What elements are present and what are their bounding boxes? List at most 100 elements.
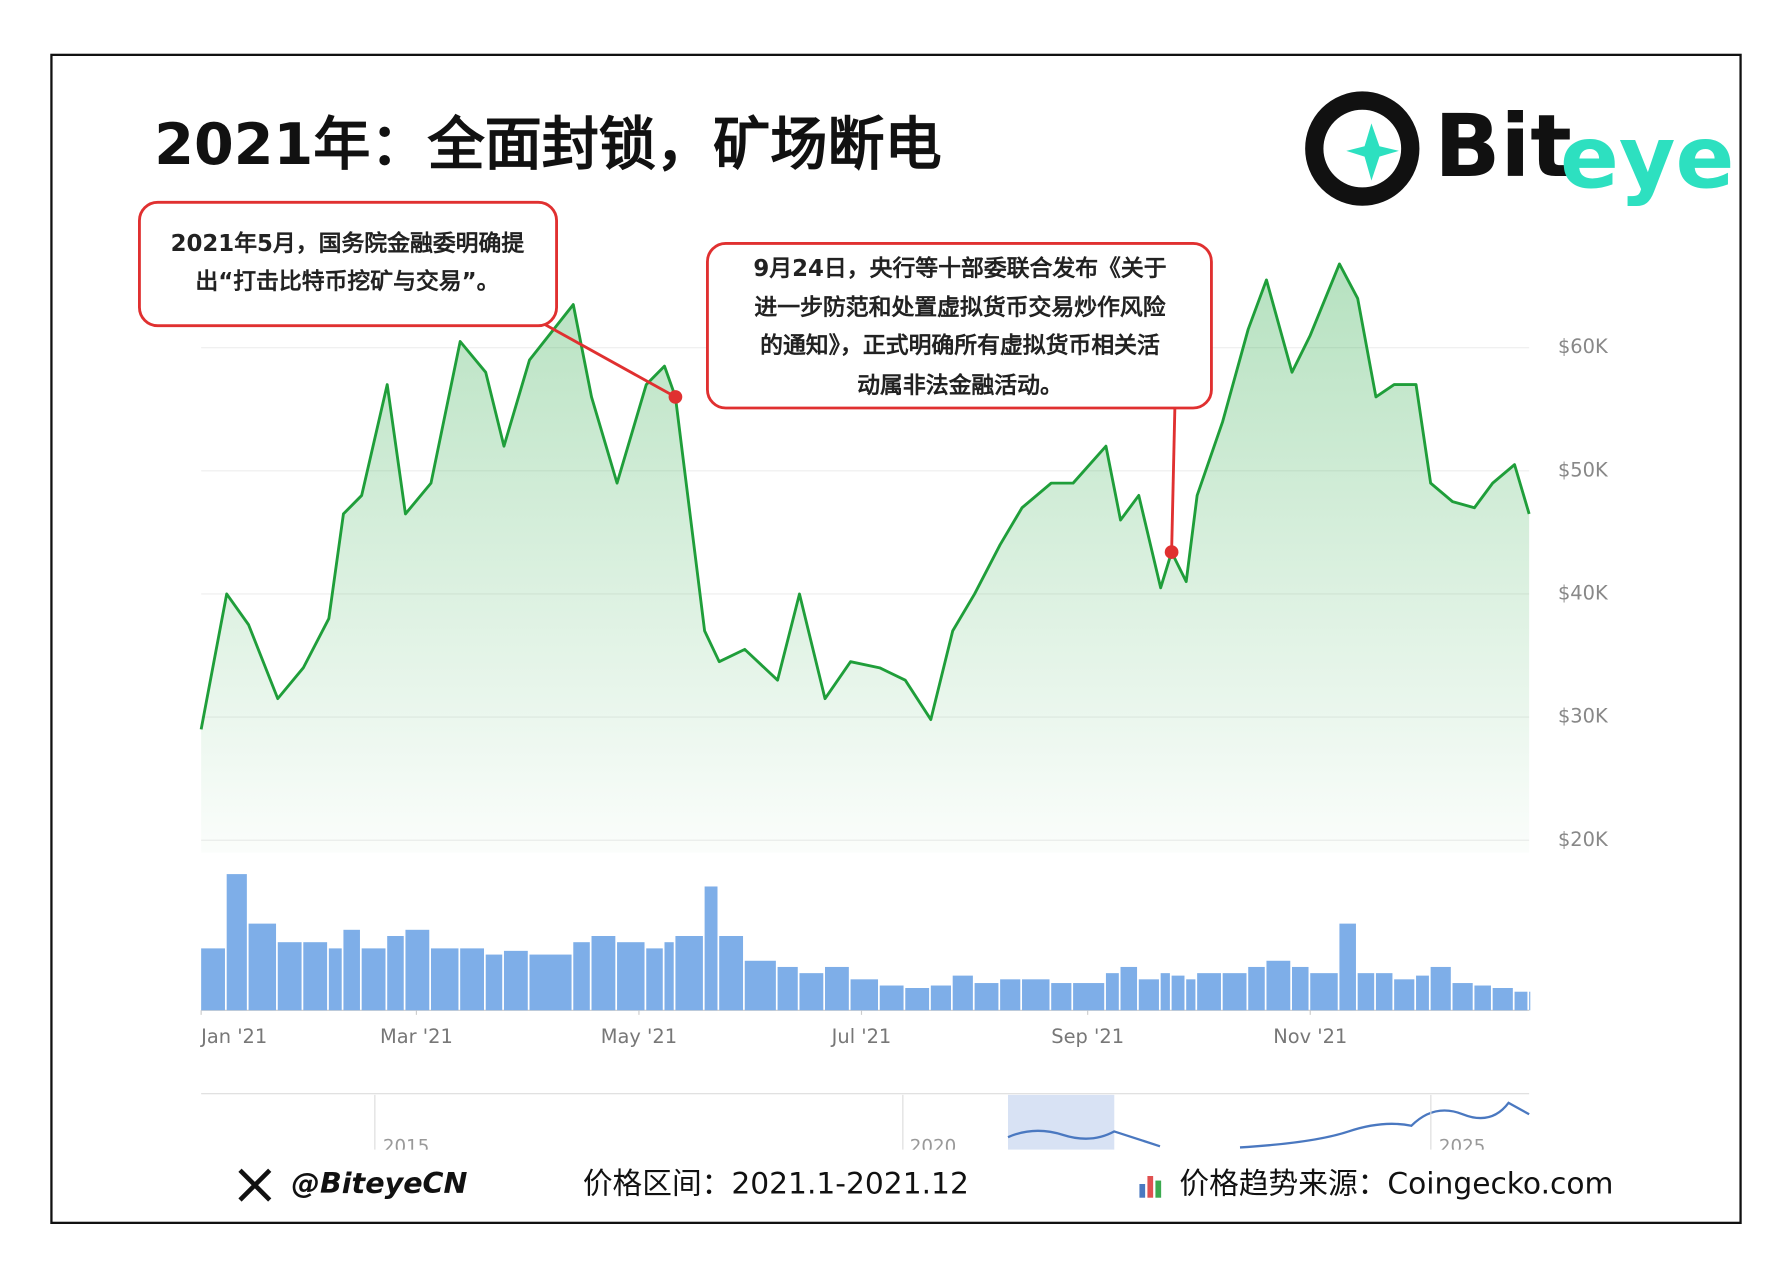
- volume-bar: [744, 960, 776, 1011]
- volume-bar: [664, 942, 674, 1011]
- y-tick-label: $30K: [1558, 705, 1609, 728]
- volume-bar: [1492, 988, 1513, 1011]
- callout-text: 进一步防范和处置虚拟货币交易炒作风险: [754, 294, 1165, 321]
- volume-bar: [1394, 979, 1415, 1011]
- volume-bar: [1197, 973, 1221, 1011]
- volume-bar: [1105, 973, 1119, 1011]
- volume-bar: [460, 948, 484, 1011]
- volume-bar: [1357, 973, 1375, 1011]
- volume-bar: [201, 948, 225, 1011]
- volume-bar: [1022, 979, 1050, 1011]
- volume-bar: [974, 983, 999, 1011]
- volume-bar: [1375, 973, 1393, 1011]
- y-tick-label: $40K: [1558, 581, 1609, 604]
- volume-bar: [879, 985, 904, 1011]
- volume-bar: [646, 948, 663, 1011]
- footer-handle: @BiteyeCN: [291, 1166, 467, 1200]
- volume-bar: [1160, 973, 1170, 1011]
- volume-bar: [529, 954, 572, 1011]
- footer-source: 价格趋势来源：Coingecko.com: [1179, 1167, 1613, 1202]
- volume-bar: [1051, 983, 1072, 1011]
- volume-bar: [248, 923, 277, 1011]
- footer: @BiteyeCN 价格区间：2021.1-2021.12 价格趋势来源：Coi…: [238, 1166, 1613, 1202]
- price-line: [199, 262, 1531, 730]
- navigator: 2015 2020 2025: [201, 1093, 1530, 1166]
- volume-bar: [328, 948, 342, 1011]
- callout-text: 2021年5月，国务院金融委明确提: [171, 230, 525, 257]
- volume-bar: [1529, 991, 1531, 1011]
- volume-bar: [1171, 975, 1185, 1011]
- x-tick-label: Sep '21: [1051, 1025, 1124, 1048]
- callout-box: [138, 200, 558, 328]
- callout-marker: [1164, 545, 1179, 559]
- volume-bar: [1138, 979, 1159, 1011]
- callout-connector: [1170, 407, 1177, 553]
- volume-bar: [343, 929, 360, 1011]
- title: 2021年：全面封锁，矿场断电: [154, 112, 941, 178]
- y-tick-label: $20K: [1558, 828, 1609, 851]
- chart-icon: [1147, 1176, 1154, 1198]
- callout-marker: [668, 390, 683, 404]
- callout-text: 动属非法金融活动。: [857, 372, 1063, 399]
- logo: Bit eye: [1305, 91, 1734, 208]
- volume-bar: [1474, 985, 1491, 1011]
- volume-bar: [1514, 991, 1528, 1011]
- volume-bar: [1430, 966, 1451, 1011]
- x-tick-label: Nov '21: [1273, 1025, 1347, 1048]
- chart-icon: [1155, 1180, 1162, 1198]
- chart-icon: [1139, 1184, 1146, 1198]
- volume-bar: [430, 948, 459, 1011]
- x-tick-label: Jul '21: [831, 1025, 892, 1048]
- callout-box: [706, 242, 1213, 410]
- volume-bar: [952, 975, 973, 1011]
- footer-range: 价格区间：2021.1-2021.12: [583, 1167, 969, 1202]
- volume-bar: [799, 973, 824, 1011]
- volume-bar: [825, 966, 849, 1011]
- volume-bar: [1416, 975, 1429, 1011]
- volume-bar: [777, 966, 798, 1011]
- volume-bar: [719, 936, 744, 1011]
- volume-bar: [1248, 966, 1265, 1011]
- volume-bar: [905, 988, 930, 1011]
- volume-bar: [1073, 983, 1105, 1011]
- volume-bar: [485, 954, 503, 1011]
- x-tick-label: May '21: [601, 1025, 677, 1048]
- volume-bar: [704, 886, 718, 1011]
- volume-bar: [226, 874, 247, 1011]
- callout-text: 9月24日，央行等十部委联合发布《关于: [753, 255, 1166, 282]
- volume-bar: [361, 948, 386, 1011]
- volume-bar: [617, 942, 645, 1011]
- callout-connector: [542, 322, 677, 399]
- volume-bar: [675, 936, 703, 1011]
- price-area: [201, 263, 1530, 853]
- x-tick-label: Jan '21: [200, 1025, 267, 1048]
- volume-bar: [850, 979, 879, 1011]
- volume-bar: [1120, 966, 1138, 1011]
- logo-text: eye: [1560, 107, 1734, 208]
- volume-bar: [1222, 973, 1247, 1011]
- logo-ring: [1305, 91, 1420, 206]
- callout-text: 的通知》，正式明确所有虚拟货币相关活: [760, 332, 1160, 359]
- volume-bar: [277, 942, 302, 1011]
- volume-bar: [1292, 966, 1309, 1011]
- volume-bar: [573, 942, 590, 1011]
- y-tick-label: $60K: [1558, 335, 1609, 358]
- navigator-mask: [201, 1149, 1530, 1166]
- callout-text: 出“打击比特币挖矿与交易”。: [195, 268, 499, 295]
- logo-star: [1346, 123, 1399, 181]
- volume-bar: [405, 929, 430, 1011]
- volume-bar: [503, 950, 528, 1011]
- volume-bar: [591, 936, 616, 1011]
- volume-bar: [303, 942, 328, 1011]
- volume-bar: [930, 985, 951, 1011]
- volume-bar: [1000, 979, 1021, 1011]
- volume-bar: [387, 936, 404, 1011]
- volume-bar: [1339, 923, 1356, 1011]
- navigator-line: [1007, 1101, 1530, 1149]
- volume-bar: [1452, 983, 1473, 1011]
- y-tick-label: $50K: [1558, 458, 1609, 481]
- x-icon: [238, 1168, 272, 1202]
- volume-bar: [1186, 979, 1196, 1011]
- x-tick-label: Mar '21: [380, 1025, 453, 1048]
